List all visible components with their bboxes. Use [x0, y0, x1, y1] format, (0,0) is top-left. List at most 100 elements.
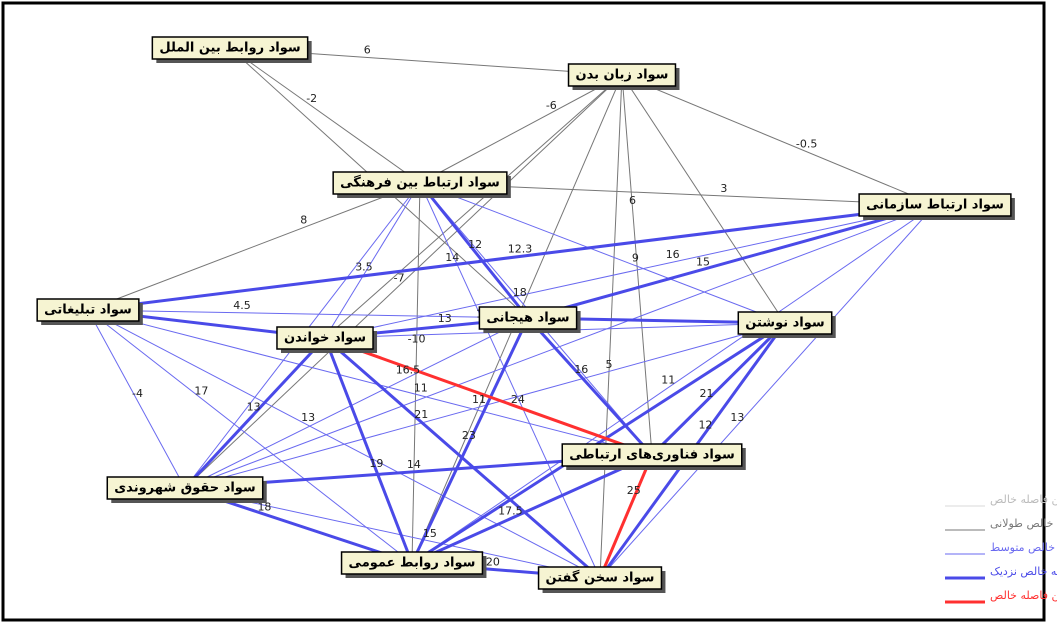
node-label: سواد زبان بدن: [576, 68, 669, 83]
edge-label: 9: [632, 252, 639, 265]
edge-label: 16.5: [396, 364, 421, 377]
edge: [411, 321, 786, 565]
edge: [324, 74, 623, 339]
node: [858, 193, 1012, 217]
node: [151, 36, 309, 60]
node-label: سواد روابط بین الملل: [159, 41, 300, 56]
edge-label: 20: [486, 555, 500, 568]
node-label: سواد فناوری‌های ارتباطی: [569, 448, 735, 463]
edge-label: 13: [730, 411, 744, 424]
edge: [419, 182, 786, 324]
edge: [418, 182, 530, 319]
edge: [621, 74, 653, 456]
edge: [621, 74, 936, 206]
edge-label: 17: [194, 385, 208, 398]
edge-label: 12: [468, 238, 482, 251]
node: [36, 298, 140, 322]
edge-label: 24: [511, 393, 525, 406]
node: [478, 306, 578, 330]
node: [106, 476, 264, 500]
edge: [184, 317, 529, 489]
edge: [87, 309, 653, 456]
edge-label: -2: [306, 92, 317, 105]
edge: [599, 204, 936, 579]
edge-label: 6: [364, 43, 371, 56]
edge-label: 14: [407, 458, 421, 471]
edge-label: 3: [720, 182, 727, 195]
edge: [411, 453, 653, 565]
edge-label: 13: [247, 401, 261, 414]
node: [567, 63, 677, 87]
edge-label: 21: [700, 387, 714, 400]
edge: [527, 203, 936, 320]
node-label: سواد تبلیغاتی: [44, 303, 132, 318]
edge-label: -7: [394, 272, 405, 285]
edge-label: 25: [627, 484, 641, 497]
node: [737, 311, 833, 335]
edge-label: 3.5: [355, 260, 373, 273]
edge: [87, 182, 421, 311]
node-label: سواد ارتباط سازمانی: [866, 198, 1004, 213]
legend-label: نزدیک ترین فاصله خالص: [990, 589, 1057, 602]
edge-label: 12.3: [508, 242, 533, 255]
edge-label: 6: [629, 194, 636, 207]
node: [276, 326, 374, 350]
node: [340, 551, 484, 575]
edge: [87, 309, 529, 319]
edge-label: -10: [408, 332, 426, 345]
node-label: سواد سخن گفتن: [546, 570, 655, 586]
legend-label: فاصله خالص طولانی: [990, 517, 1057, 530]
edge-label: 15: [696, 255, 710, 268]
node: [332, 171, 508, 195]
edge-label: -4: [132, 387, 143, 400]
edge: [419, 182, 601, 579]
edge-label: 16: [574, 363, 588, 376]
edge-label: 4.5: [233, 299, 251, 312]
nodes: سواد روابط بین الملل سواد زبان بدن سواد ار…: [36, 36, 1015, 593]
edge: [411, 204, 936, 564]
edge-label: 21: [414, 408, 428, 421]
edge-label: 5: [606, 358, 613, 371]
edge-label: 13: [301, 411, 315, 424]
node: [537, 566, 663, 590]
edge: [599, 74, 623, 579]
edge-label: -6: [546, 99, 557, 112]
edge-label: 11: [414, 382, 428, 395]
legend-label: کوتاه ترین فاصله خالص: [990, 493, 1057, 506]
node-label: سواد خواندن: [284, 331, 366, 346]
edge: [410, 317, 530, 564]
edge: [419, 74, 623, 184]
edge: [184, 204, 936, 489]
edge: [87, 203, 936, 312]
node-label: سواد ارتباط بین فرهنگی: [340, 175, 500, 191]
edge: [184, 74, 623, 489]
edge: [526, 316, 654, 457]
edge-label: 8: [300, 213, 307, 226]
edge: [650, 321, 787, 457]
node: [561, 443, 743, 467]
edge-label: 14: [445, 251, 459, 264]
edge-label: 13: [438, 312, 452, 325]
edge-label: 16: [666, 248, 680, 261]
edge-label: 11: [661, 374, 675, 387]
edge-label: 15: [423, 527, 437, 540]
edge: [324, 336, 653, 457]
edge: [229, 47, 421, 184]
edge: [87, 309, 413, 564]
edge-label: 11: [472, 393, 486, 406]
legend: کوتاه ترین فاصله خالص فاصله خالص طولانی فا…: [945, 493, 1057, 604]
edge-label: 23: [462, 429, 476, 442]
edge: [183, 336, 327, 490]
node-label: سواد نوشتن: [745, 316, 824, 331]
edge: [598, 454, 654, 579]
legend-label: فاصله خالص متوسط: [990, 541, 1057, 554]
edge-label: 18: [513, 286, 527, 299]
edge-label: -0.5: [796, 138, 817, 151]
edge: [323, 337, 414, 564]
edge: [87, 309, 186, 489]
edge-label: 19: [369, 457, 383, 470]
edge-label: 18: [257, 500, 271, 513]
legend-label: فاصله خالص نزدیک: [990, 565, 1057, 578]
edge-label: 17.5: [498, 505, 523, 518]
